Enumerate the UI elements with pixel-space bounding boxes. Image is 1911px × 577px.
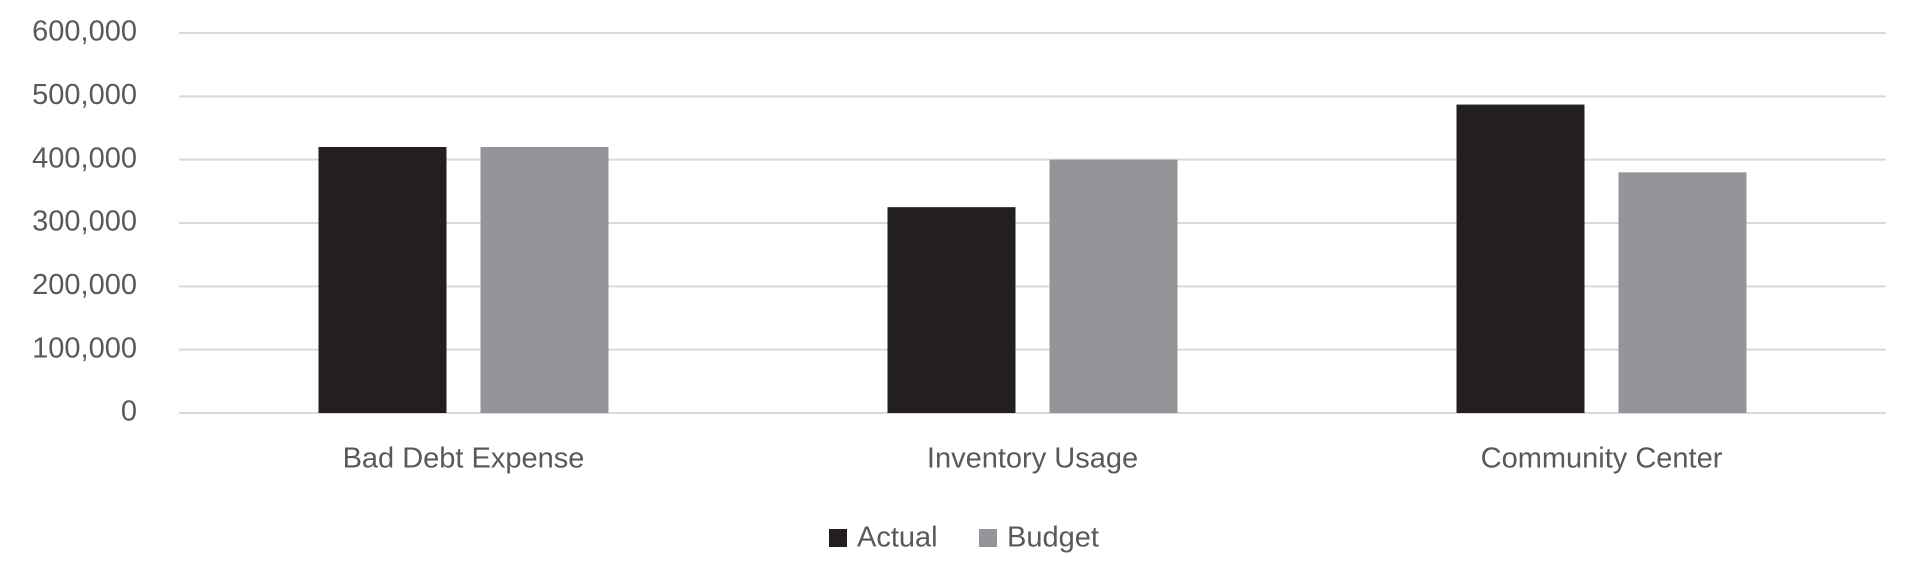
bar (1456, 104, 1585, 414)
x-tick-label: Community Center (1481, 443, 1723, 475)
y-tick-label: 600,000 (32, 16, 137, 48)
x-tick-label: Inventory Usage (927, 443, 1138, 475)
y-tick-label: 300,000 (32, 206, 137, 238)
y-tick-label: 500,000 (32, 79, 137, 111)
legend-swatch (829, 529, 847, 547)
bar (1618, 172, 1747, 413)
bar (480, 147, 609, 413)
y-tick-label: 0 (121, 396, 137, 428)
y-tick-label: 200,000 (32, 269, 137, 301)
legend-swatch (979, 529, 997, 547)
y-tick-label: 400,000 (32, 142, 137, 174)
bar (1049, 159, 1178, 413)
y-tick-label: 100,000 (32, 332, 137, 364)
bar (318, 147, 447, 413)
bar (887, 207, 1016, 413)
legend-label: Budget (1007, 522, 1099, 554)
legend-label: Actual (857, 522, 938, 554)
x-tick-label: Bad Debt Expense (343, 443, 585, 475)
